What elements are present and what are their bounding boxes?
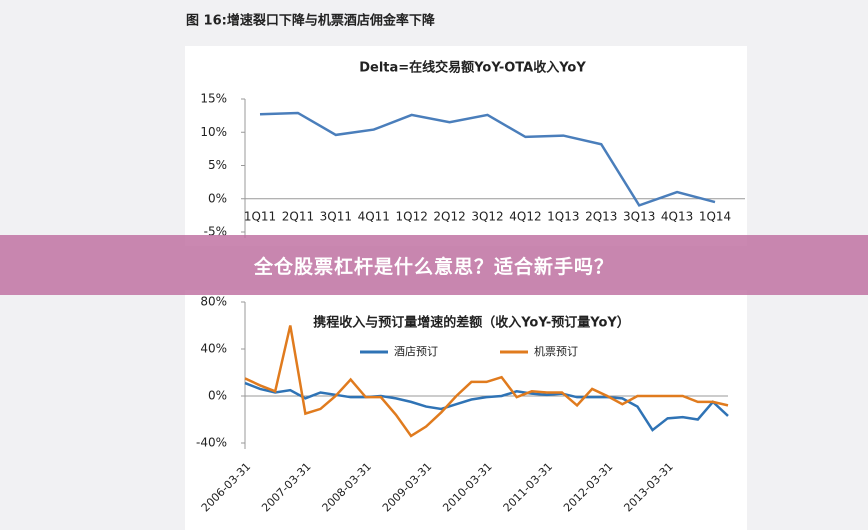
chart-title: 携程收入与预订量增速的差额（收入YoY-预订量YoY） [313,315,630,331]
x-tick-label: 4Q12 [509,209,541,223]
legend-label: 酒店预订 [394,344,438,358]
y-tick-label: -40% [196,436,227,450]
panel [185,46,747,246]
x-tick-label: 3Q13 [623,209,655,223]
x-tick-label: 3Q11 [320,209,352,223]
y-tick-label: 10% [200,125,227,139]
y-tick-label: 5% [208,158,227,172]
x-tick-label: 1Q14 [699,209,731,223]
x-tick-label: 2Q12 [433,209,465,223]
data-line [244,381,729,432]
legend-label: 机票预订 [534,344,578,358]
banner[interactable]: 全仓股票杠杆是什么意思？适合新手吗？ [0,235,868,295]
x-tick-label: 1Q13 [547,209,579,223]
y-tick-label: 0% [208,389,227,403]
x-tick-label: 1Q12 [395,209,427,223]
panel [185,290,747,530]
y-tick-label: 40% [200,342,227,356]
y-tick-label: 0% [208,191,227,205]
chart-title: Delta=在线交易额YoY-OTA收入YoY [359,60,586,76]
x-tick-label: 3Q12 [471,209,503,223]
y-tick-label: 15% [200,92,227,106]
data-line [259,111,716,207]
figure-caption: 图 16:增速裂口下降与机票酒店佣金率下降 [186,13,436,29]
x-tick-label: 4Q13 [661,209,693,223]
y-tick-label: 80% [200,295,227,309]
x-tick-label: 1Q11 [244,209,276,223]
x-tick-label: 2Q13 [585,209,617,223]
x-tick-label: 4Q11 [358,209,390,223]
data-line [244,325,729,438]
x-tick-label: 2Q11 [282,209,314,223]
